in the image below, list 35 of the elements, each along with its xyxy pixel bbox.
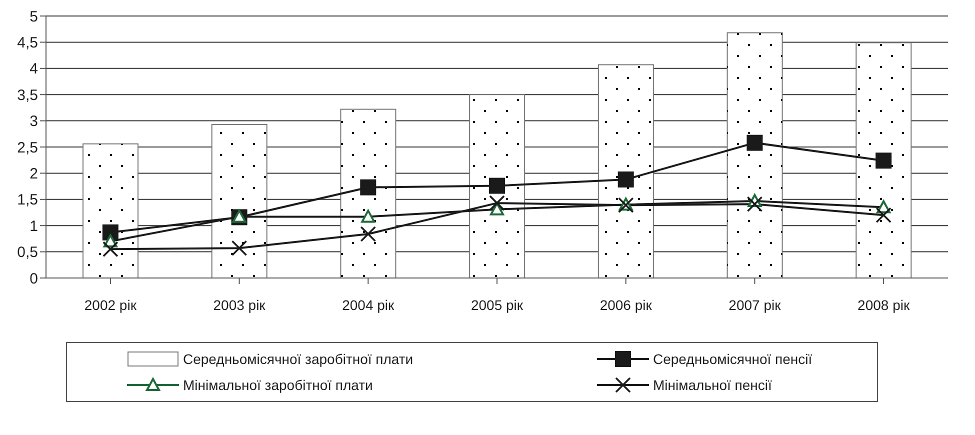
y-tick-label: 4 [30,60,38,78]
x-tick-label: 2008 рік [858,296,910,313]
y-tick-label: 0 [30,270,38,288]
y-tick-label: 3 [30,113,38,130]
y-tick-label: 2,5 [17,139,38,156]
point [102,241,118,258]
point [876,207,892,224]
point [489,195,505,211]
x-tick-label: 2007 рік [728,296,782,313]
x-tick-label: 2003 рік [213,296,266,313]
point [360,179,376,196]
y-tick-label: 2 [30,166,38,183]
legend-label: Мінімальної пенсії [653,377,772,393]
y-tick-label: 1 [30,218,38,235]
point [231,240,248,256]
y-tick-label: 5 [30,8,38,26]
x-tick-label: 2004 рік [342,296,396,313]
x-tick-label: 2006 рік [600,296,653,313]
y-tick-label: 4,5 [17,34,38,52]
legend-label: Середньомісячної заробітної плати [183,351,414,367]
point [490,202,504,216]
point [746,196,763,212]
y-tick-label: 3,5 [17,86,38,104]
point [876,152,892,169]
x-tick-label: 2002 рік [84,296,138,313]
point [489,178,505,194]
x-tick-label: 2005 рік [470,296,524,313]
point [746,134,763,151]
legend-label: Мінімальної заробітної плати [183,377,373,393]
legend-label: Середньомісячної пенсії [653,351,812,367]
point [360,226,376,242]
point [361,210,376,223]
point [618,171,634,188]
y-tick-label: 1,5 [17,192,38,209]
y-tick-label: 0,5 [17,244,38,262]
